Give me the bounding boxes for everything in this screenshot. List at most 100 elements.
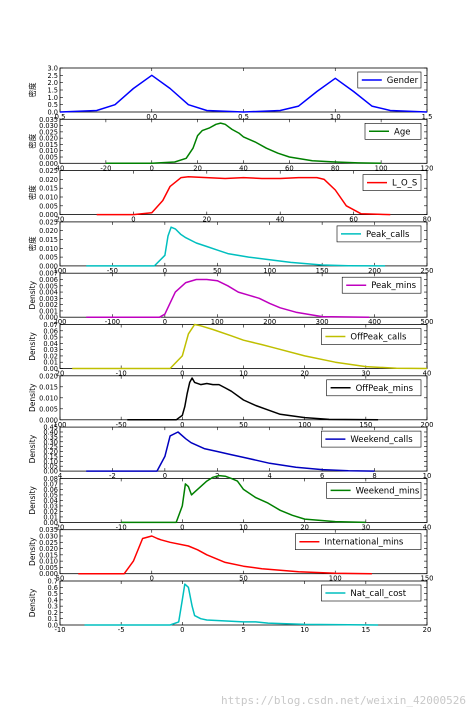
x-tick-label: 0 <box>150 164 154 172</box>
y-tick-label: 0.5 <box>48 101 59 109</box>
legend-box <box>364 123 422 140</box>
y-tick-label: 0.020 <box>39 135 58 143</box>
y-tick-label: 0.015 <box>39 383 58 391</box>
y-tick-label: 0.7 <box>48 578 59 586</box>
x-tick-label: 400 <box>368 318 381 326</box>
y-axis-label: 密度 <box>27 82 37 97</box>
x-tick-label: 20 <box>202 216 211 224</box>
y-tick-label: 0.07 <box>43 321 58 329</box>
y-tick-label: 0.015 <box>39 551 58 559</box>
legend-label: OffPeak_mins <box>356 384 414 394</box>
y-tick-label: 0.20 <box>43 448 58 456</box>
x-tick-label: 20 <box>300 370 309 378</box>
legend-Nat_call_cost: Nat_call_cost <box>321 584 422 602</box>
x-tick-label: 0 <box>150 575 154 583</box>
x-tick-label: 30 <box>362 370 371 378</box>
y-tick-label: 0.01 <box>43 359 58 367</box>
plot-frame <box>59 221 428 267</box>
y-tick-label: 0.025 <box>39 539 58 547</box>
x-tick-label: 80 <box>331 164 340 172</box>
x-tick-label: 40 <box>239 164 248 172</box>
watermark-text: https://blog.csdn.net/weixin_42000526 <box>220 694 466 707</box>
x-tick-label: 0.0 <box>146 113 157 121</box>
legend-OffPeak_mins: OffPeak_mins <box>326 379 422 397</box>
x-tick-label: 100 <box>54 267 67 275</box>
y-axis-label: 密度 <box>27 185 37 200</box>
x-tick-label: 30 <box>362 523 371 531</box>
y-tick-label: 0.40 <box>43 428 58 436</box>
y-axis-label: Density <box>28 588 37 617</box>
y-tick-label: 0.020 <box>39 227 58 235</box>
x-tick-label: 50 <box>239 421 248 429</box>
x-tick-label: 40 <box>56 164 65 172</box>
x-tick-label: -2 <box>109 472 116 480</box>
x-tick-label: 5 <box>241 626 245 634</box>
series-line-OffPeak_calls <box>72 323 428 370</box>
x-tick-label: 0 <box>163 318 167 326</box>
x-tick-label: -10 <box>116 523 127 531</box>
legend-box <box>341 276 422 294</box>
y-tick-label: 0.005 <box>39 202 58 210</box>
y-tick-label: 0.03 <box>43 502 58 510</box>
x-tick-label: 20 <box>56 523 65 531</box>
x-tick-label: 0 <box>180 626 184 634</box>
x-tick-label: 20 <box>423 626 432 634</box>
y-tick-label: 0.030 <box>39 532 58 540</box>
x-tick-label: 150 <box>316 267 329 275</box>
legend-box <box>295 533 422 551</box>
legend-International_mins: International_mins <box>295 533 422 551</box>
x-tick-label: 150 <box>421 575 434 583</box>
y-tick-label: 0.000 <box>39 570 58 578</box>
legend-box <box>326 482 422 499</box>
y-tick-label: 0.000 <box>39 211 58 219</box>
y-tick-label: 0.5 <box>48 590 59 598</box>
y-tick-label: 0.010 <box>39 147 58 155</box>
plot-frame <box>59 272 428 318</box>
legend-label: Peak_mins <box>371 281 416 291</box>
subplot-Weekend_calls: 0.000.050.100.150.200.250.300.350.400.45… <box>28 424 431 481</box>
y-tick-label: 0.05 <box>43 334 58 342</box>
y-axis-label: 密度 <box>27 236 37 251</box>
x-tick-label: 100 <box>263 267 276 275</box>
y-tick-label: 0.0 <box>48 109 59 117</box>
series-line-International_mins <box>78 535 372 575</box>
legend-label: Weekend_calls <box>350 435 413 445</box>
series-line-L_O_S <box>96 176 391 216</box>
legend-L_O_S: L_O_S <box>362 174 422 191</box>
y-tick-label: 0.006 <box>39 276 58 284</box>
x-tick-label: 100 <box>375 164 388 172</box>
y-tick-label: 1.0 <box>48 94 59 102</box>
y-tick-label: 0.005 <box>39 154 58 162</box>
y-tick-label: 0.020 <box>39 176 58 184</box>
y-tick-label: 0.4 <box>48 596 59 604</box>
y-tick-label: 0.015 <box>39 236 58 244</box>
y-tick-label: 0.1 <box>48 615 59 623</box>
y-tick-label: 0.000 <box>39 262 58 270</box>
y-tick-label: 0.10 <box>43 458 58 466</box>
x-tick-label: -50 <box>107 267 118 275</box>
x-tick-label: 0 <box>180 523 184 531</box>
x-tick-label: 20 <box>193 164 202 172</box>
series-line-Age <box>105 122 382 165</box>
y-tick-label: 0.005 <box>39 282 58 290</box>
legend-Weekend_mins: Weekend_mins <box>326 482 422 499</box>
y-tick-label: 0.035 <box>39 526 58 534</box>
series-line-Weekend_calls <box>86 431 375 472</box>
x-tick-label: 8 <box>372 472 376 480</box>
y-tick-label: 0.020 <box>39 545 58 553</box>
y-tick-label: 0.003 <box>39 295 58 303</box>
y-tick-label: 0.05 <box>43 463 58 471</box>
x-tick-label: -5 <box>118 626 125 634</box>
y-tick-label: 0.06 <box>43 327 58 335</box>
y-tick-label: 0.04 <box>43 340 58 348</box>
x-tick-label: 10 <box>423 472 432 480</box>
y-axis-label: Density <box>28 486 37 515</box>
subplot-International_mins: 0.0000.0050.0100.0150.0200.0250.0300.035… <box>28 526 433 583</box>
x-tick-label: 20 <box>300 523 309 531</box>
y-tick-label: 0.00 <box>43 519 58 527</box>
y-tick-label: 0.025 <box>39 218 58 226</box>
x-tick-label: 0 <box>163 472 167 480</box>
y-tick-label: 0.03 <box>43 346 58 354</box>
y-tick-label: 0.005 <box>39 564 58 572</box>
